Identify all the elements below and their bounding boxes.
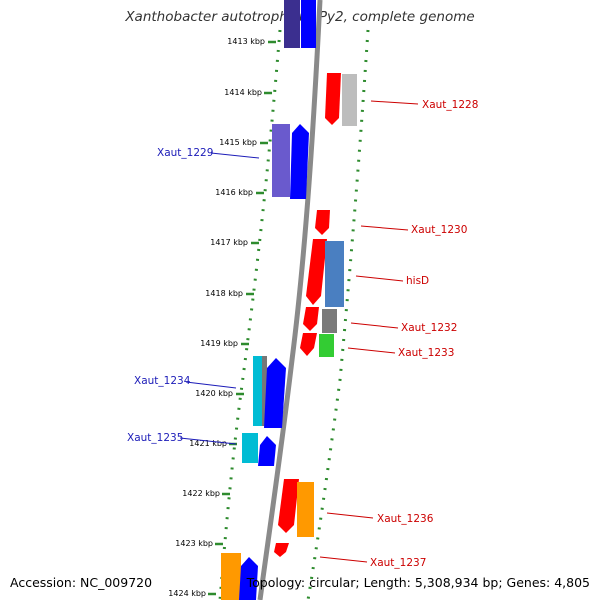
- gene-label-left: Xaut_1235: [127, 432, 183, 444]
- gene-label-left: Xaut_1229: [157, 147, 213, 159]
- left-genes: [221, 0, 316, 600]
- leader-line-right: [319, 556, 368, 563]
- kbp-tick-label: 1416 kbp: [215, 188, 253, 197]
- gene-red-arrow: [306, 239, 327, 305]
- kbp-tick-label: 1414 kbp: [224, 88, 262, 97]
- kbp-tick-label: 1418 kbp: [205, 289, 243, 298]
- gene-red-arrow: [300, 333, 317, 356]
- gene-slateblue-block: [272, 124, 290, 197]
- gene-steelblue-block: [325, 241, 344, 307]
- leader-line-right: [360, 225, 409, 231]
- gene-labels: Xaut_1229 Xaut_1234 Xaut_1235 Xaut_1228 …: [127, 99, 478, 569]
- gene-label-left: Xaut_1234: [134, 375, 191, 387]
- gene-label-right: hisD: [406, 275, 429, 287]
- leader-line-right: [347, 347, 396, 354]
- gene-green-block: [319, 334, 334, 357]
- gene-orange-block: [297, 482, 314, 537]
- gene-label-right: Xaut_1232: [401, 322, 457, 334]
- accession-text: Accession: NC_009720: [10, 575, 153, 590]
- gene-red-arrow: [325, 73, 341, 125]
- right-genes: [274, 73, 357, 557]
- leader-line-right: [355, 275, 404, 282]
- gene-slateblue-block: [284, 0, 300, 48]
- genome-summary-text: Topology: circular; Length: 5,308,934 bp…: [246, 575, 590, 590]
- gene-red-arrow: [274, 543, 289, 557]
- kbp-tick-label: 1423 kbp: [175, 539, 213, 548]
- right-dotted-guide: [306, 29, 370, 600]
- gene-grey-block: [262, 356, 267, 426]
- gene-label-right: Xaut_1233: [398, 347, 454, 359]
- kbp-tick-label: 1413 kbp: [227, 37, 265, 46]
- leader-line-left: [210, 152, 260, 159]
- gene-label-right: Xaut_1228: [422, 99, 478, 111]
- kbp-axis: 1413 kbp 1414 kbp 1415 kbp 1416 kbp 1417…: [168, 37, 276, 598]
- gene-red-arrow: [315, 210, 330, 235]
- leader-line-right: [350, 322, 399, 329]
- kbp-tick-label: 1419 kbp: [200, 339, 238, 348]
- kbp-tick-label: 1415 kbp: [219, 138, 257, 147]
- kbp-tick-label: 1420 kbp: [195, 389, 233, 398]
- gene-label-right: Xaut_1236: [377, 513, 434, 525]
- gene-blue-arrow: [258, 436, 276, 466]
- leader-line-right: [370, 100, 419, 105]
- kbp-tick-label: 1417 kbp: [210, 238, 248, 247]
- kbp-tick-label: 1424 kbp: [168, 589, 206, 598]
- gene-grey-block: [322, 309, 337, 333]
- gene-red-arrow: [278, 479, 299, 533]
- kbp-tick-label: 1422 kbp: [182, 489, 220, 498]
- leader-lines: [179, 100, 419, 563]
- gene-blue-arrow: [239, 557, 258, 600]
- leader-line-right: [326, 512, 374, 519]
- gene-blue-arrow: [264, 358, 286, 428]
- gene-red-arrow: [303, 307, 319, 331]
- kbp-tick-label: 1421 kbp: [189, 439, 227, 448]
- gene-label-right: Xaut_1237: [370, 557, 426, 569]
- gene-grey-block: [342, 74, 357, 126]
- genome-backbone: [257, 0, 323, 600]
- gene-cyan-block: [242, 433, 258, 463]
- gene-label-right: Xaut_1230: [411, 224, 467, 236]
- leader-line-left: [185, 381, 237, 389]
- leader-line-left: [179, 437, 237, 445]
- gene-blue-block: [301, 0, 316, 48]
- gene-orange-block: [221, 553, 241, 600]
- gene-blue-arrow: [290, 124, 309, 199]
